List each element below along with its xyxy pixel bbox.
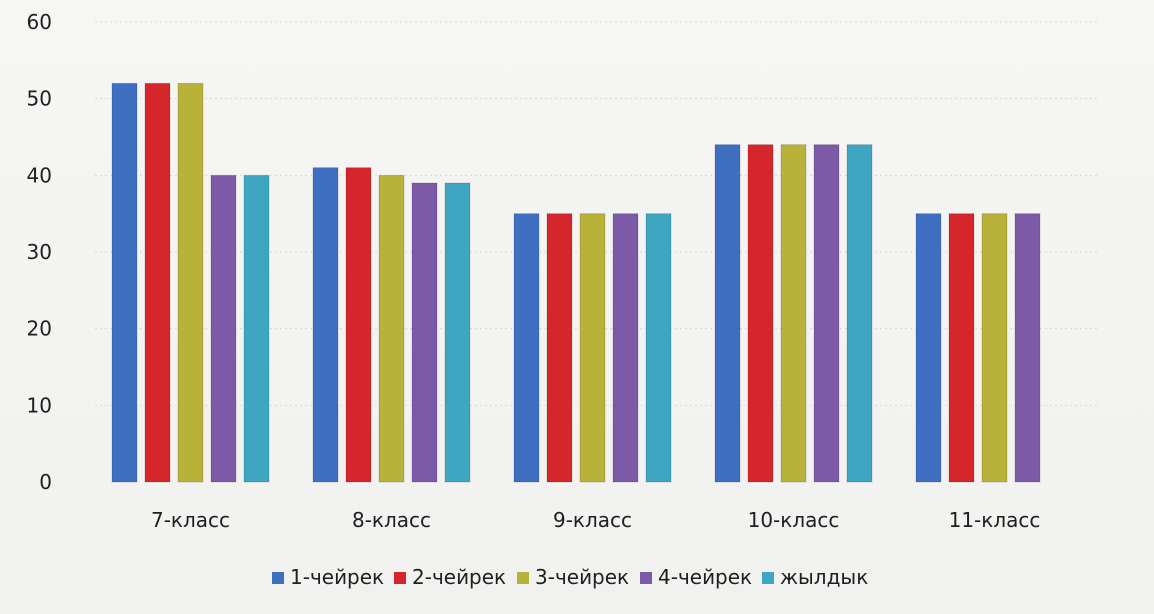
bar-5-1 [915, 213, 942, 483]
bar-1-5 [243, 174, 270, 483]
bar-3-5 [645, 213, 672, 483]
bar-2-5 [444, 182, 471, 483]
bar-2-3 [378, 174, 405, 483]
y-tick-label: 50 [27, 87, 52, 111]
bar-1-1 [111, 82, 138, 483]
legend-label: жылдык [780, 565, 868, 589]
y-tick-label: 0 [39, 470, 52, 494]
x-category-label: 7-класс [151, 508, 230, 532]
bar-3-4 [612, 213, 639, 483]
bar-4-5 [846, 144, 873, 483]
legend-swatch [272, 572, 284, 584]
legend-swatch [517, 572, 529, 584]
bar-2-2 [345, 167, 372, 483]
bar-5-2 [948, 213, 975, 483]
bar-2-4 [411, 182, 438, 483]
legend-swatch [762, 572, 774, 584]
legend-swatch [394, 572, 406, 584]
y-axis-ticks: 0 10 20 30 40 50 60 [27, 10, 52, 494]
x-category-label: 11-класс [949, 508, 1041, 532]
y-tick-label: 30 [27, 240, 52, 264]
bar-3-3 [579, 213, 606, 483]
bar-5-4 [1014, 213, 1041, 483]
bar-1-4 [210, 174, 237, 483]
y-tick-label: 40 [27, 163, 52, 187]
bars-layer [111, 82, 1041, 483]
bar-3-1 [513, 213, 540, 483]
y-tick-label: 20 [27, 317, 52, 341]
x-category-label: 8-класс [352, 508, 431, 532]
y-tick-label: 60 [27, 10, 52, 34]
bar-4-2 [747, 144, 774, 483]
legend-label: 2-чейрек [412, 565, 506, 589]
legend-label: 1-чейрек [290, 565, 384, 589]
bar-4-1 [714, 144, 741, 483]
legend-swatch [640, 572, 652, 584]
x-category-label: 10-класс [748, 508, 840, 532]
legend-label: 4-чейрек [658, 565, 752, 589]
x-axis-categories: 7-класс 8-класс 9-класс 10-класс 11-класс [151, 508, 1040, 532]
bar-4-4 [813, 144, 840, 483]
bar-1-2 [144, 82, 171, 483]
legend: 1-чейрек 2-чейрек 3-чейрек 4-чейрек жылдык [272, 565, 868, 589]
bar-4-3 [780, 144, 807, 483]
bar-1-3 [177, 82, 204, 483]
y-tick-label: 10 [27, 393, 52, 417]
bar-2-1 [312, 167, 339, 483]
bar-5-3 [981, 213, 1008, 483]
legend-label: 3-чейрек [535, 565, 629, 589]
x-category-label: 9-класс [553, 508, 632, 532]
bar-3-2 [546, 213, 573, 483]
